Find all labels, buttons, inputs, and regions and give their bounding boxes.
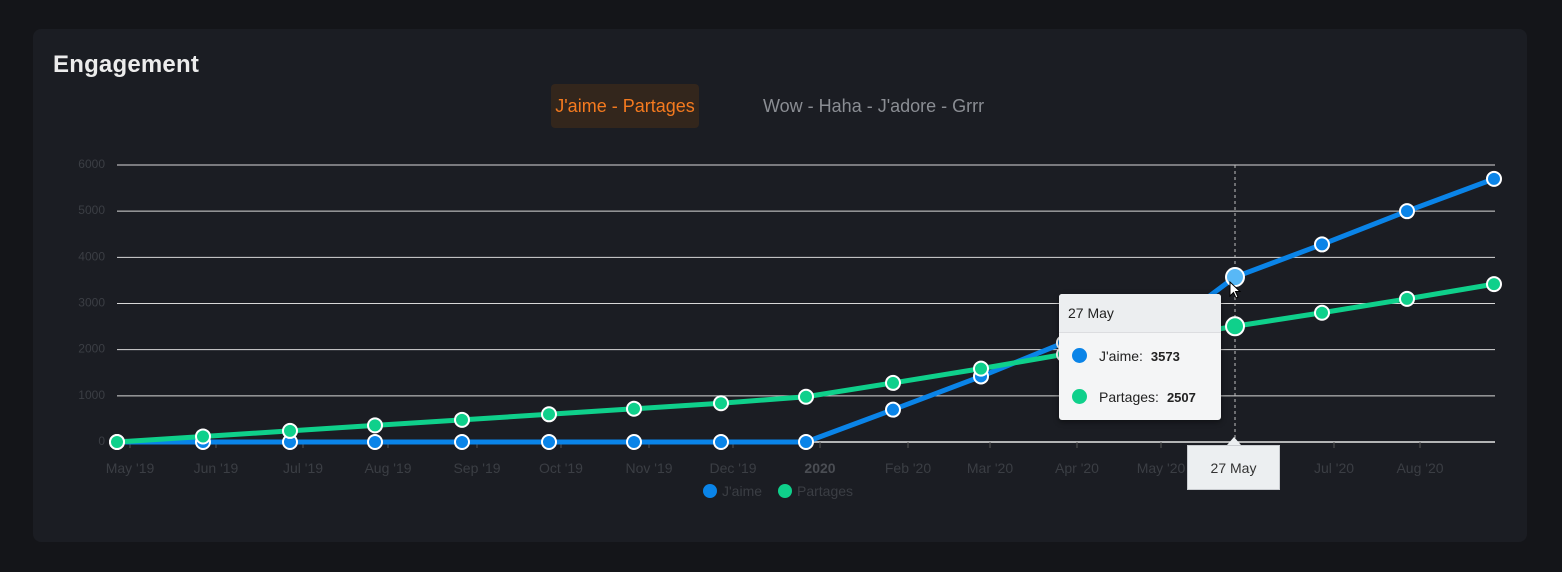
jaime-dot-icon	[1072, 348, 1087, 364]
y-tick-label: 4000	[78, 249, 105, 263]
x-tick-label: Aug '19	[364, 460, 411, 476]
data-point	[109, 434, 125, 450]
legend-item-jaime: J'aime	[703, 483, 762, 499]
y-tick-label: 6000	[78, 157, 105, 171]
data-point	[541, 406, 557, 423]
data-point	[541, 434, 557, 450]
data-point	[798, 388, 814, 405]
data-point	[626, 400, 642, 417]
x-tooltip-arrow	[1227, 437, 1241, 445]
x-tick-label: Sep '19	[453, 460, 500, 476]
legend-item-partages: Partages	[778, 483, 853, 499]
data-point	[973, 360, 989, 377]
tooltip-value: 3573	[1150, 349, 1180, 364]
data-point	[367, 434, 383, 450]
tooltip-date: 27 May	[1059, 294, 1221, 333]
legend-label: J'aime	[722, 483, 762, 499]
x-axis-tooltip: 27 May	[1187, 445, 1280, 490]
legend[interactable]: J'aime Partages	[703, 483, 853, 499]
data-point	[1486, 170, 1502, 187]
data-point	[367, 417, 383, 434]
mouse-cursor-icon	[1229, 281, 1242, 299]
data-point	[885, 374, 901, 391]
x-axis: May '19 Jun '19 Jul '19 Aug '19 Sep '19 Oct '…	[106, 442, 1444, 476]
data-point	[1225, 316, 1245, 337]
data-point	[454, 434, 470, 450]
series	[109, 170, 1502, 450]
tab-reactions[interactable]: Wow - Haha - J'adore - Grrr	[763, 96, 985, 116]
data-point	[1399, 203, 1415, 220]
data-tooltip: 27 May J'aime: 3573 Partages: 2507	[1059, 294, 1221, 420]
x-tick-label: 2020	[804, 460, 835, 476]
y-tick-label: 0	[98, 434, 105, 448]
y-tick-label: 5000	[78, 203, 105, 217]
x-tick-label: Aug '20	[1396, 460, 1443, 476]
y-tick-label: 2000	[78, 342, 105, 356]
x-tick-label: Jun '19	[194, 460, 239, 476]
x-tick-label: Apr '20	[1055, 460, 1099, 476]
series-line	[114, 281, 1497, 445]
legend-marker	[703, 484, 717, 498]
x-tick-label: Feb '20	[885, 460, 931, 476]
y-tick-label: 3000	[78, 296, 105, 310]
tooltip-row-partages: Partages: 2507	[1072, 387, 1196, 407]
x-tick-label: Oct '19	[539, 460, 583, 476]
tooltip-label: Partages:	[1099, 389, 1159, 405]
series-partages	[114, 281, 1497, 445]
data-point	[1314, 304, 1330, 321]
x-tick-label: May '20	[1137, 460, 1186, 476]
x-tick-label: Mar '20	[967, 460, 1013, 476]
tooltip-label: J'aime:	[1099, 348, 1143, 364]
data-point	[1486, 276, 1502, 293]
y-tick-label: 1000	[78, 388, 105, 402]
card-title: Engagement	[53, 51, 200, 78]
data-point	[195, 428, 211, 445]
data-point	[626, 434, 642, 450]
markers-partages	[109, 276, 1502, 450]
y-axis: 0 1000 2000 3000 4000 5000 6000	[78, 157, 105, 448]
x-tick-label: Jul '20	[1314, 460, 1354, 476]
data-point	[1314, 236, 1330, 253]
legend-marker	[778, 484, 792, 498]
data-point	[454, 411, 470, 428]
data-point	[713, 434, 729, 450]
data-point	[885, 401, 901, 418]
data-point	[713, 395, 729, 412]
tooltip-value: 2507	[1166, 390, 1196, 405]
tab-jaime-partages[interactable]: J'aime - Partages	[551, 84, 699, 128]
markers-jaime	[109, 170, 1502, 450]
x-tick-label: May '19	[106, 460, 155, 476]
data-point	[1225, 267, 1245, 288]
x-tick-label: Dec '19	[709, 460, 756, 476]
tooltip-row-jaime: J'aime: 3573	[1072, 346, 1180, 366]
data-point	[282, 422, 298, 439]
data-point	[1399, 290, 1415, 307]
x-tick-label: Jul '19	[283, 460, 323, 476]
x-tick-label: Nov '19	[625, 460, 672, 476]
engagement-card: Engagement J'aime - Partages Wow - Haha …	[33, 29, 1527, 542]
data-point	[798, 434, 814, 450]
legend-label: Partages	[797, 483, 853, 499]
partages-dot-icon	[1072, 389, 1087, 405]
